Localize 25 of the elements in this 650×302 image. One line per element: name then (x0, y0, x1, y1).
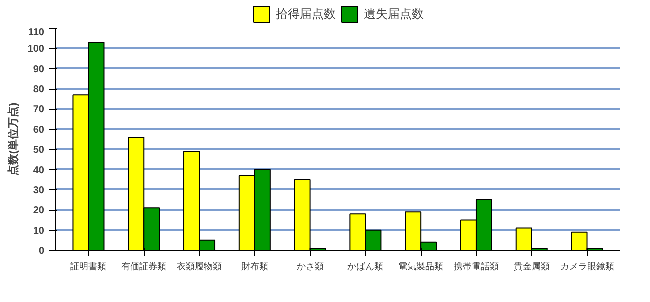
y-tick-label: 30 (33, 185, 45, 196)
y-tick-label: 10 (33, 226, 45, 237)
y-tick-label: 80 (33, 84, 45, 96)
x-tick-label: 電気製品類 (398, 262, 444, 272)
x-tick-label: 証明書類 (70, 262, 107, 272)
y-tick-label: 40 (33, 165, 45, 176)
y-tick-label: 100 (28, 44, 45, 56)
y-tick-label: 50 (33, 145, 45, 156)
x-tick-label: かさ類 (296, 262, 324, 272)
x-tick-label: 携帯電話類 (454, 262, 499, 272)
x-tick-label: 財布類 (241, 262, 268, 272)
x-tick-label: 衣類履物類 (177, 262, 222, 272)
x-tick-label: 有価証券類 (122, 262, 167, 272)
y-tick-label: 0 (38, 246, 45, 257)
x-tick-label: カメラ眼鏡類 (560, 262, 614, 272)
y-tick-label: 20 (33, 206, 45, 217)
y-axis-title: 点数(単位万点) (6, 102, 20, 176)
legend-label: 遺失届点数 (364, 6, 424, 22)
x-tick-label: かばん類 (348, 262, 384, 272)
y-tick-label: 90 (33, 64, 45, 76)
y-tick-label: 110 (28, 28, 45, 38)
y-tick-label: 70 (33, 104, 45, 116)
legend-label: 拾得届点数 (276, 6, 336, 22)
x-tick-label: 貴金属類 (514, 262, 550, 272)
y-tick-label: 60 (33, 124, 45, 136)
